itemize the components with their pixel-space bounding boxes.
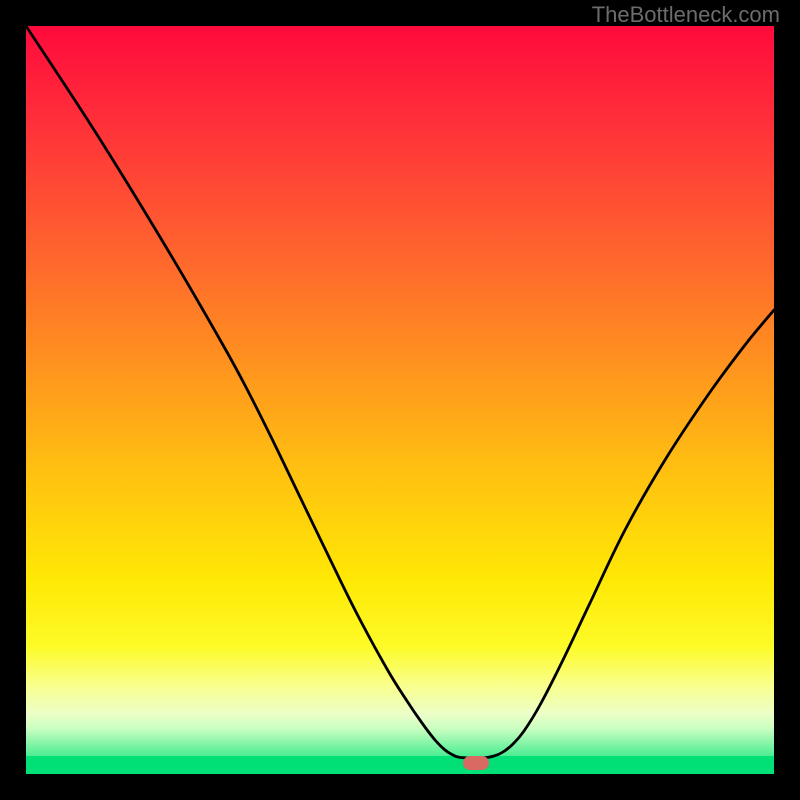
gradient-background: [26, 26, 774, 774]
bottleneck-marker: [463, 756, 489, 770]
baseline-band: [26, 756, 774, 774]
chart-container: TheBottleneck.com: [0, 0, 800, 800]
watermark-text: TheBottleneck.com: [592, 2, 780, 28]
